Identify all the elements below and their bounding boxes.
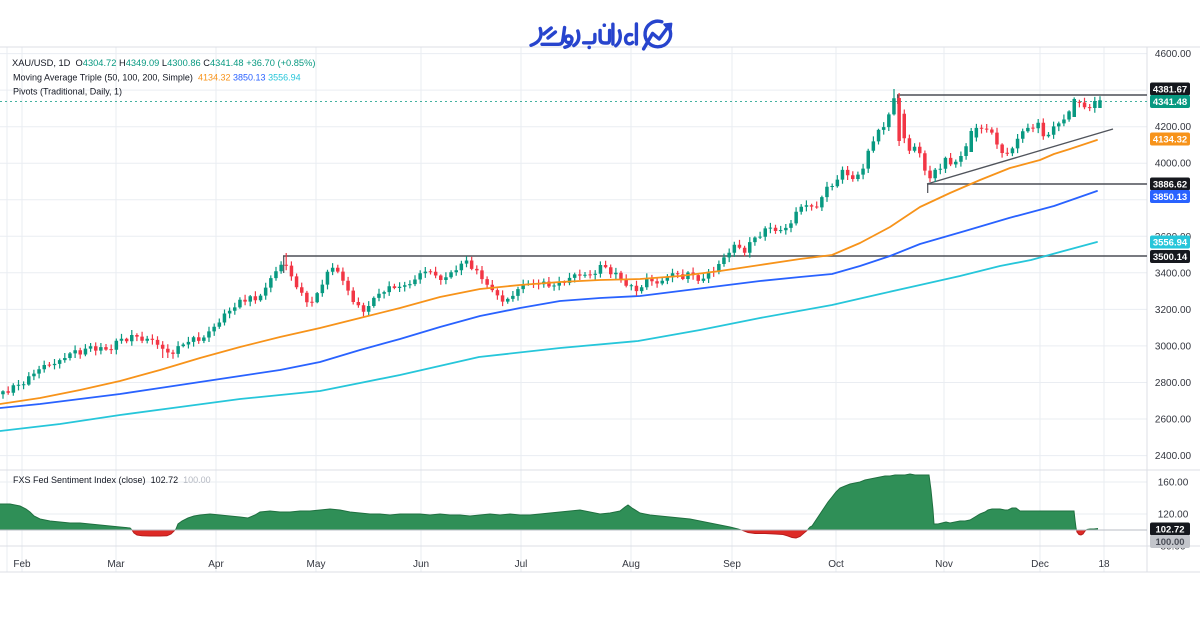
svg-text:Feb: Feb [13, 559, 31, 570]
svg-text:May: May [307, 559, 326, 570]
svg-text:160.00: 160.00 [1158, 478, 1189, 489]
svg-text:3556.94: 3556.94 [1153, 238, 1188, 249]
svg-text:100.00: 100.00 [1155, 537, 1184, 548]
svg-text:Mar: Mar [107, 559, 125, 570]
svg-text:Apr: Apr [208, 559, 224, 570]
svg-text:4600.00: 4600.00 [1155, 49, 1192, 60]
svg-text:Sep: Sep [723, 559, 741, 570]
svg-text:2600.00: 2600.00 [1155, 415, 1192, 426]
svg-text:Moving Average Triple (50, 100: Moving Average Triple (50, 100, 200, Sim… [13, 73, 301, 83]
svg-text:4134.32: 4134.32 [1153, 135, 1187, 146]
svg-text:4381.67: 4381.67 [1153, 85, 1187, 96]
svg-text:3500.14: 3500.14 [1153, 252, 1188, 263]
svg-text:Pivots (Traditional, Daily, 1): Pivots (Traditional, Daily, 1) [13, 87, 122, 97]
svg-text:4000.00: 4000.00 [1155, 159, 1192, 170]
svg-text:Nov: Nov [935, 559, 953, 570]
svg-text:3850.13: 3850.13 [1153, 192, 1187, 203]
svg-text:XAU/USD, 1D O4304.72 H4349.09: XAU/USD, 1D O4304.72 H4349.09 L4300.86 C… [12, 58, 315, 68]
svg-text:3000.00: 3000.00 [1155, 341, 1192, 352]
svg-text:3400.00: 3400.00 [1155, 268, 1192, 279]
svg-text:Jul: Jul [515, 559, 528, 570]
svg-text:120.00: 120.00 [1158, 510, 1189, 521]
svg-text:102.72: 102.72 [1155, 525, 1184, 536]
svg-text:2800.00: 2800.00 [1155, 378, 1192, 389]
svg-text:18: 18 [1098, 559, 1110, 570]
svg-text:Aug: Aug [622, 559, 640, 570]
svg-text:2400.00: 2400.00 [1155, 451, 1192, 462]
svg-text:Jun: Jun [413, 559, 429, 570]
svg-text:3200.00: 3200.00 [1155, 305, 1192, 316]
svg-text:4200.00: 4200.00 [1155, 122, 1192, 133]
svg-text:Oct: Oct [828, 559, 844, 570]
svg-text:3886.62: 3886.62 [1153, 180, 1187, 191]
svg-text:4341.48: 4341.48 [1153, 97, 1187, 108]
svg-text:FXS Fed Sentiment Index (close: FXS Fed Sentiment Index (close) 102.72 1… [13, 475, 211, 485]
svg-text:Dec: Dec [1031, 559, 1049, 570]
